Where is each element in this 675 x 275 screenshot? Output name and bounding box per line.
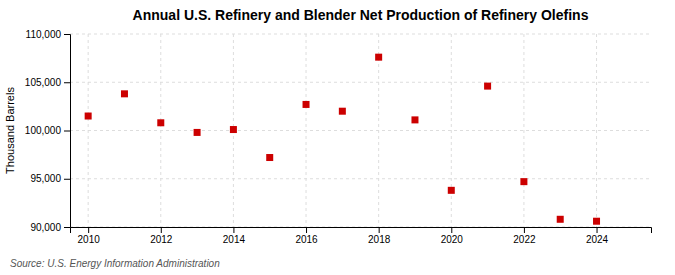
tick: 95,000 [30, 173, 70, 184]
point [266, 154, 273, 161]
tick-mark [451, 227, 452, 233]
tick-label: 105,000 [25, 77, 62, 88]
grid-line [70, 82, 651, 83]
title: Annual U.S. Refinery and Blender Net Pro… [133, 7, 589, 23]
point [121, 90, 128, 97]
tick: 2024 [586, 227, 609, 245]
tick-mark [64, 227, 70, 228]
tick: 2020 [441, 227, 464, 245]
tick-mark [379, 227, 380, 233]
tick-label: 90,000 [30, 222, 61, 233]
grid-line [160, 34, 161, 227]
point [303, 101, 310, 108]
point [448, 187, 455, 194]
tick: 2016 [295, 227, 318, 245]
tick-mark [597, 227, 598, 233]
tick-label: 2024 [586, 234, 609, 245]
tick-label: 95,000 [30, 173, 61, 184]
tick-label: 110,000 [26, 29, 62, 40]
tick-label: 2014 [223, 234, 246, 245]
point [339, 108, 346, 115]
point [230, 126, 237, 133]
point [557, 216, 564, 223]
point [520, 178, 527, 185]
point [375, 54, 382, 61]
point [411, 116, 418, 123]
tick: 2010 [78, 227, 101, 245]
tick: 2018 [368, 227, 391, 245]
grid-line [596, 34, 597, 227]
grid [70, 34, 651, 227]
axis-line [64, 35, 71, 228]
tick-mark [306, 227, 307, 233]
y-axis-title: Thousand Barrels [4, 87, 16, 174]
tick: 100,000 [25, 125, 70, 136]
axis-line [71, 228, 652, 234]
tick-label: 100,000 [25, 125, 62, 136]
x-axis: 2010 2012 2014 2016 2018 2020 2022 2024 [71, 227, 652, 245]
point [194, 129, 201, 136]
grid-line [306, 34, 307, 227]
point [484, 83, 491, 90]
grid-line [523, 34, 524, 227]
grid-line [88, 34, 89, 227]
grid-line [70, 178, 651, 179]
tick-label: 2022 [513, 234, 536, 245]
tick-label: 2020 [441, 234, 464, 245]
tick-label: 2012 [150, 234, 173, 245]
plot: 2010 2012 2014 2016 2018 2020 2022 2024 90,000 95… [25, 29, 652, 245]
tick-mark [64, 131, 70, 132]
tick-label: 2016 [295, 234, 318, 245]
tick-mark [233, 227, 234, 233]
chart: 2010 2012 2014 2016 2018 2020 2022 2024 90,000 95… [0, 0, 675, 275]
grid-line [70, 34, 651, 35]
tick: 110,000 [26, 29, 70, 40]
grid-line [70, 130, 651, 131]
grid-line [378, 34, 379, 227]
tick: 2022 [513, 227, 536, 245]
tick-mark [88, 227, 89, 233]
tick: 90,000 [30, 222, 70, 233]
grid-line [451, 34, 452, 227]
tick-label: 2010 [78, 234, 101, 245]
tick-mark [64, 34, 70, 35]
tick-mark [64, 179, 70, 180]
point [593, 218, 600, 225]
tick: 2012 [150, 227, 173, 245]
point [157, 119, 164, 126]
y-axis: 90,000 95,000 100,000 105,000 110,000 [25, 29, 71, 233]
tick: 105,000 [25, 77, 70, 88]
marks [85, 54, 600, 225]
tick: 2014 [223, 227, 246, 245]
tick-label: 2018 [368, 234, 391, 245]
source: Source: U.S. Energy Information Administ… [10, 258, 220, 269]
tick-mark [161, 227, 162, 233]
point [85, 113, 92, 120]
tick-mark [524, 227, 525, 233]
tick-mark [64, 82, 70, 83]
